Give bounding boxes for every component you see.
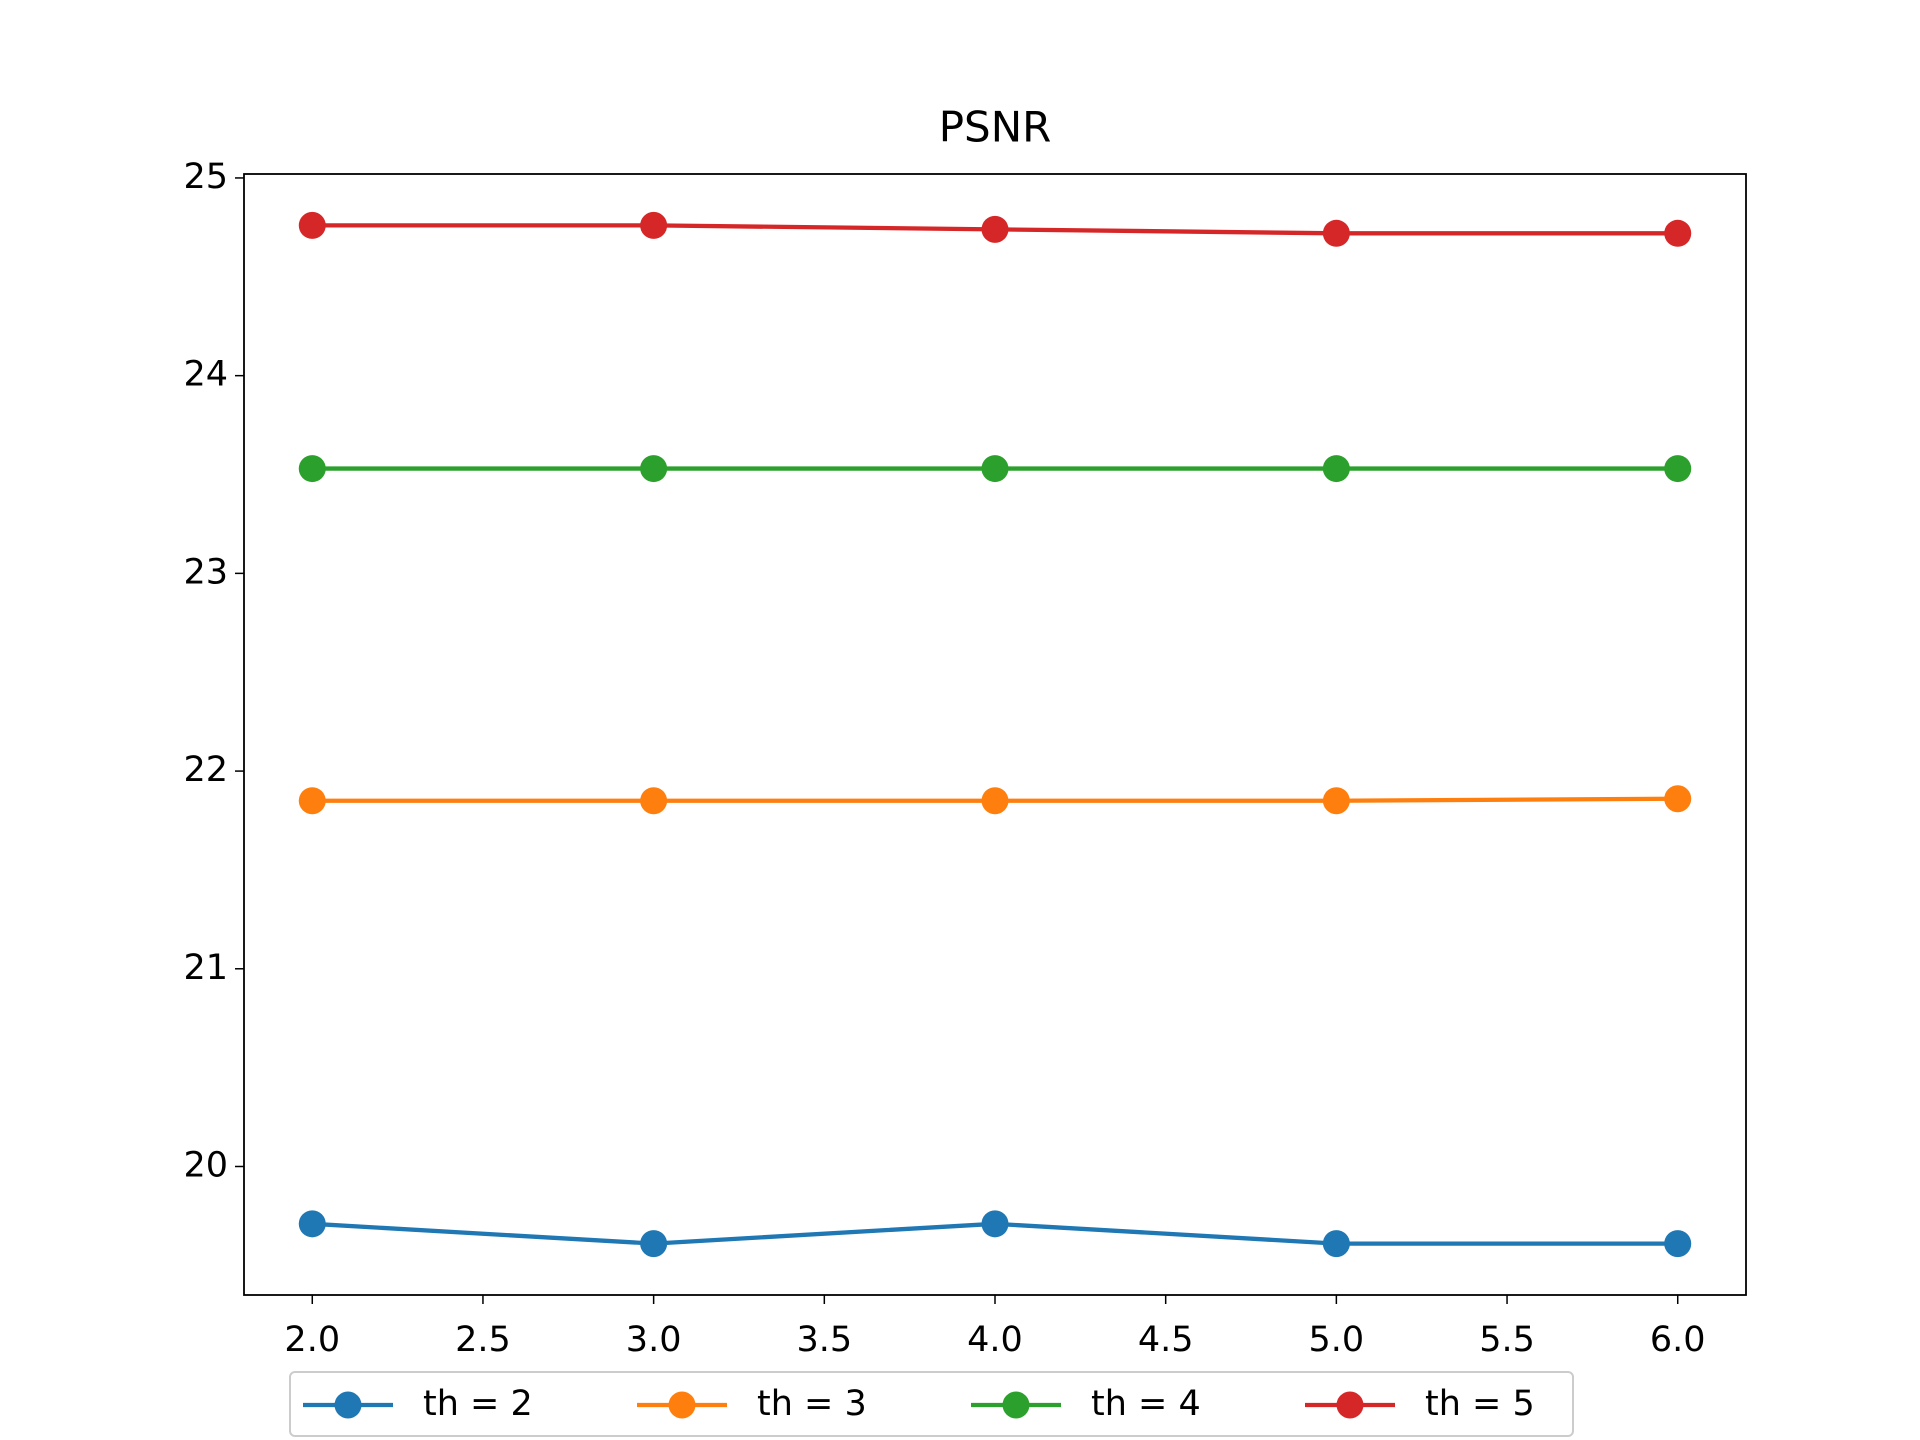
point [1322,455,1350,483]
point [640,455,668,483]
legend-marker [1336,1391,1364,1419]
point [981,787,1009,815]
chart-title: PSNR [939,103,1052,152]
point [298,211,326,239]
x-tick-label: 5.5 [1479,1320,1535,1360]
point [1664,455,1692,483]
axes-frame [243,173,1747,1296]
point [1322,219,1350,247]
y-tick-label: 22 [183,750,228,790]
legend-marker [1002,1391,1030,1419]
legend-label: th = 5 [1425,1384,1535,1424]
point [640,1230,668,1258]
point [298,1210,326,1238]
legend-marker [668,1391,696,1419]
point [1322,787,1350,815]
point [1664,1230,1692,1258]
y-tick-label: 25 [183,157,228,197]
y-tick-label: 24 [183,355,228,395]
legend-marker [334,1391,362,1419]
point [640,787,668,815]
x-tick-label: 4.0 [967,1320,1023,1360]
x-tick-label: 6.0 [1650,1320,1706,1360]
point [1322,1230,1350,1258]
y-tick-label: 23 [183,552,228,592]
point [640,211,668,239]
y-tick-label: 20 [183,1145,228,1185]
x-tick-label: 3.0 [626,1320,682,1360]
x-tick-label: 2.5 [455,1320,511,1360]
x-tick-label: 5.0 [1309,1320,1365,1360]
legend-label: th = 2 [423,1384,533,1424]
point [1664,785,1692,813]
point [298,455,326,483]
point [981,455,1009,483]
y-tick-label: 21 [183,948,228,988]
x-tick-label: 4.5 [1138,1320,1194,1360]
x-tick-label: 3.5 [796,1320,852,1360]
legend-label: th = 3 [757,1384,867,1424]
x-tick-label: 2.0 [284,1320,340,1360]
legend-label: th = 4 [1091,1384,1201,1424]
point [1664,219,1692,247]
legend-box [289,1371,1574,1437]
point [298,787,326,815]
point [981,215,1009,243]
point [981,1210,1009,1238]
